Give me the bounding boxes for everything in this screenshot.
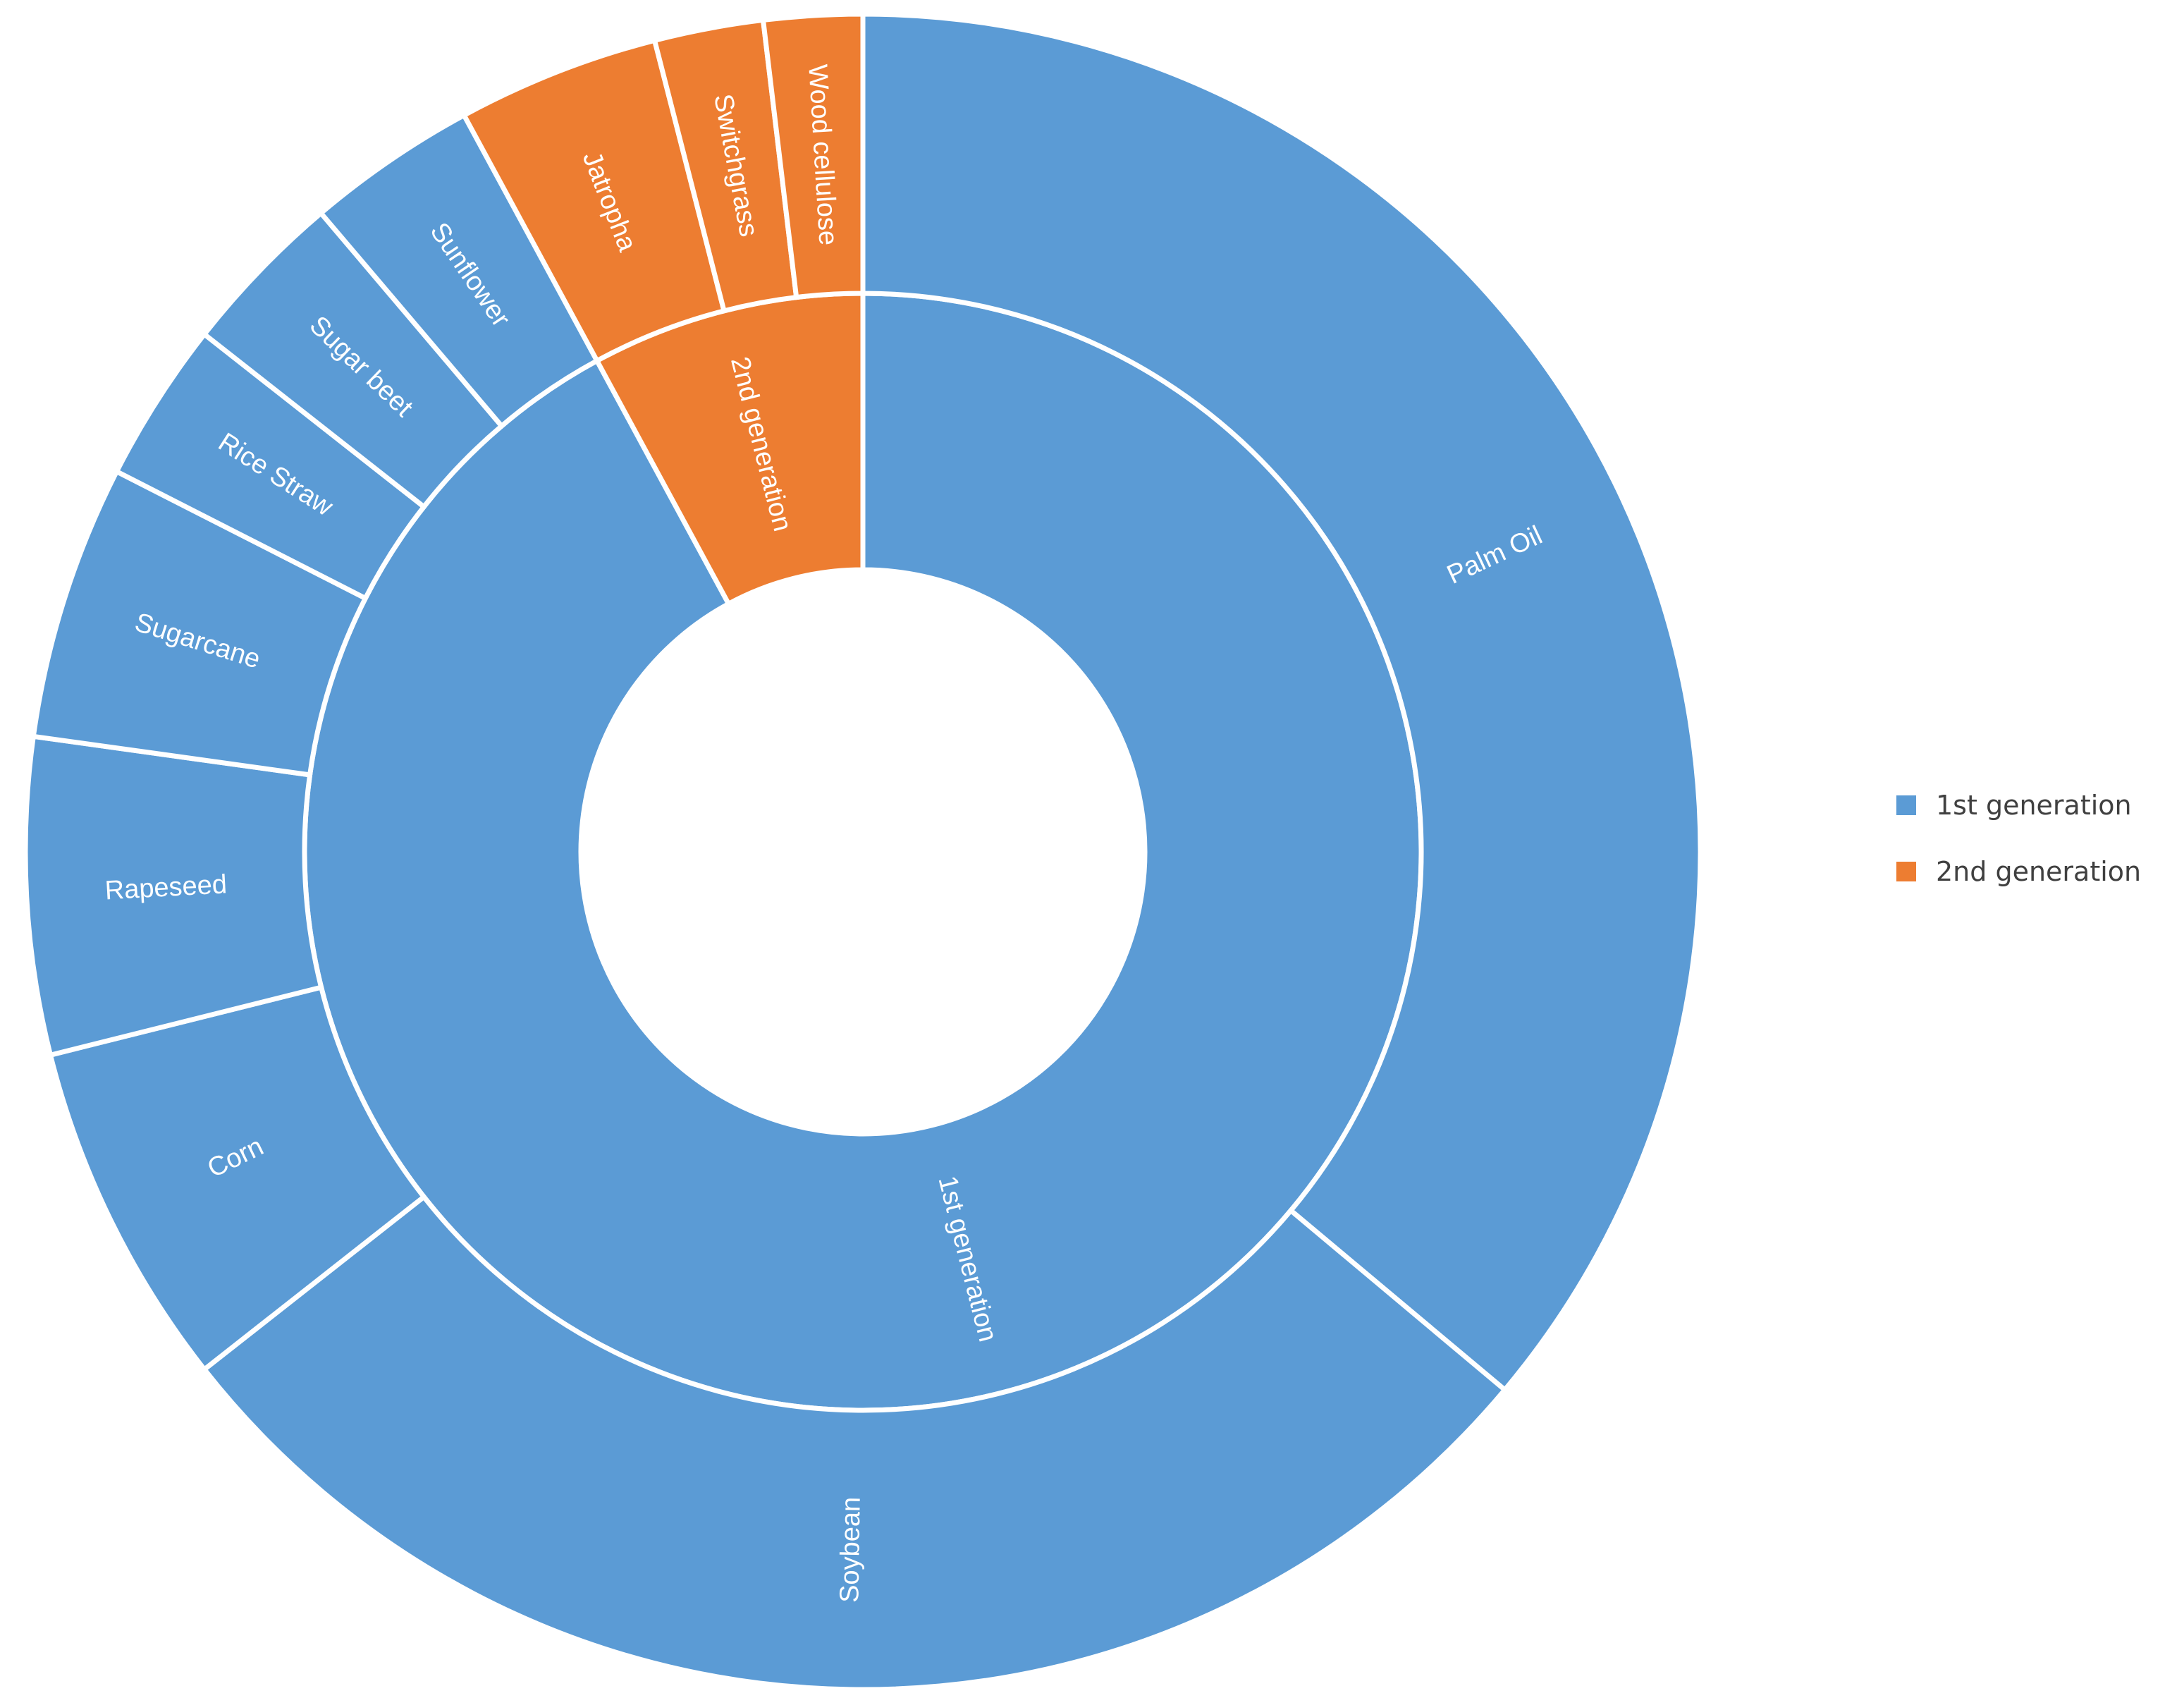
label-rapeseed: Rapeseed: [104, 869, 228, 905]
legend: 1st generation 2nd generation: [1896, 790, 2141, 887]
legend-swatch-2nd-generation: [1896, 862, 1916, 881]
legend-item-2nd-generation[interactable]: 2nd generation: [1896, 856, 2141, 887]
legend-label-2nd-generation: 2nd generation: [1936, 856, 2142, 887]
segment-soybean[interactable]: [200, 1193, 1509, 1692]
legend-swatch-1st-generation: [1896, 795, 1916, 815]
legend-item-1st-generation[interactable]: 1st generation: [1896, 790, 2141, 821]
outer-ring: [23, 11, 1703, 1692]
inner-ring: [302, 291, 1424, 1413]
legend-label-1st-generation: 1st generation: [1936, 790, 2132, 821]
segment-palm-oil[interactable]: [860, 11, 1703, 1393]
label-soybean: Soybean: [835, 1497, 866, 1604]
segment-wood-cellulose[interactable]: [760, 11, 866, 300]
